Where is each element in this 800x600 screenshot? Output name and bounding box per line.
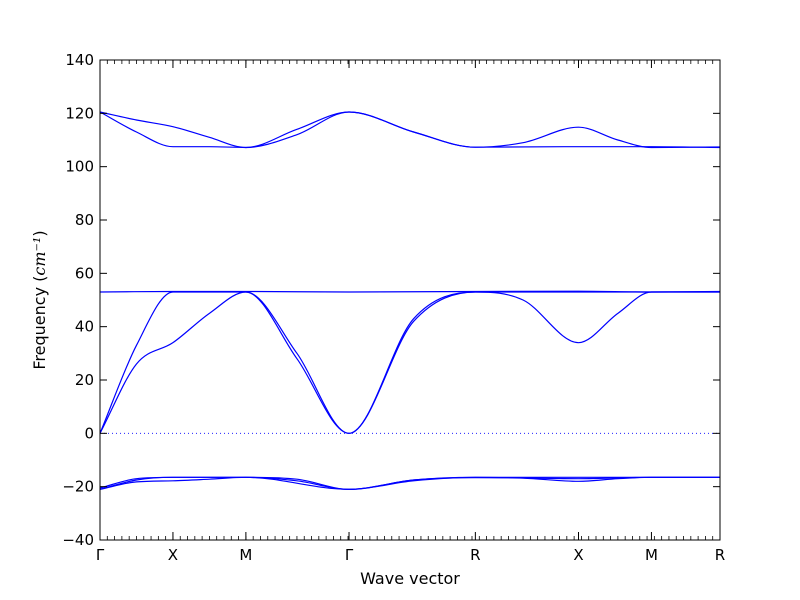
x-tick-label: X — [573, 546, 583, 564]
band-line-2 — [100, 111, 720, 149]
y-axis-title: Frequency (cm⁻¹) — [30, 230, 49, 369]
x-tick-label: Γ — [345, 546, 354, 564]
y-tick-label: 80 — [75, 211, 94, 229]
y-tick-label: 140 — [65, 51, 94, 69]
y-axis-unit: cm⁻¹ — [30, 237, 49, 276]
plot-area — [100, 111, 720, 490]
band-line-4 — [100, 291, 720, 434]
y-tick-label: 40 — [75, 318, 94, 336]
y-tick-label: 20 — [75, 371, 94, 389]
band-line-1 — [100, 111, 720, 149]
y-tick-label: 100 — [65, 158, 94, 176]
y-tick-label: 120 — [65, 104, 94, 122]
band-line-7 — [100, 476, 720, 490]
plot-frame — [99, 59, 721, 541]
y-tick-label: 0 — [84, 424, 94, 442]
x-tick-label: R — [470, 546, 480, 564]
axes: −40 −20 0 20 40 60 80 100 120 140 Γ X M Γ R X M R — [62, 51, 725, 564]
x-tick-label: R — [715, 546, 725, 564]
x-tick-label: X — [168, 546, 178, 564]
band-line-8 — [100, 476, 720, 490]
y-tick-label: −40 — [62, 531, 94, 549]
x-tick-label: M — [239, 546, 252, 564]
x-axis-title: Wave vector — [360, 569, 460, 588]
band-line-5 — [100, 291, 720, 434]
x-tick-label: Γ — [96, 546, 105, 564]
y-tick-label: 60 — [75, 264, 94, 282]
band-line-6 — [100, 476, 720, 490]
y-axis-title-text: Frequency — [30, 287, 49, 370]
x-tick-label: M — [645, 546, 658, 564]
y-tick-label: −20 — [62, 478, 94, 496]
